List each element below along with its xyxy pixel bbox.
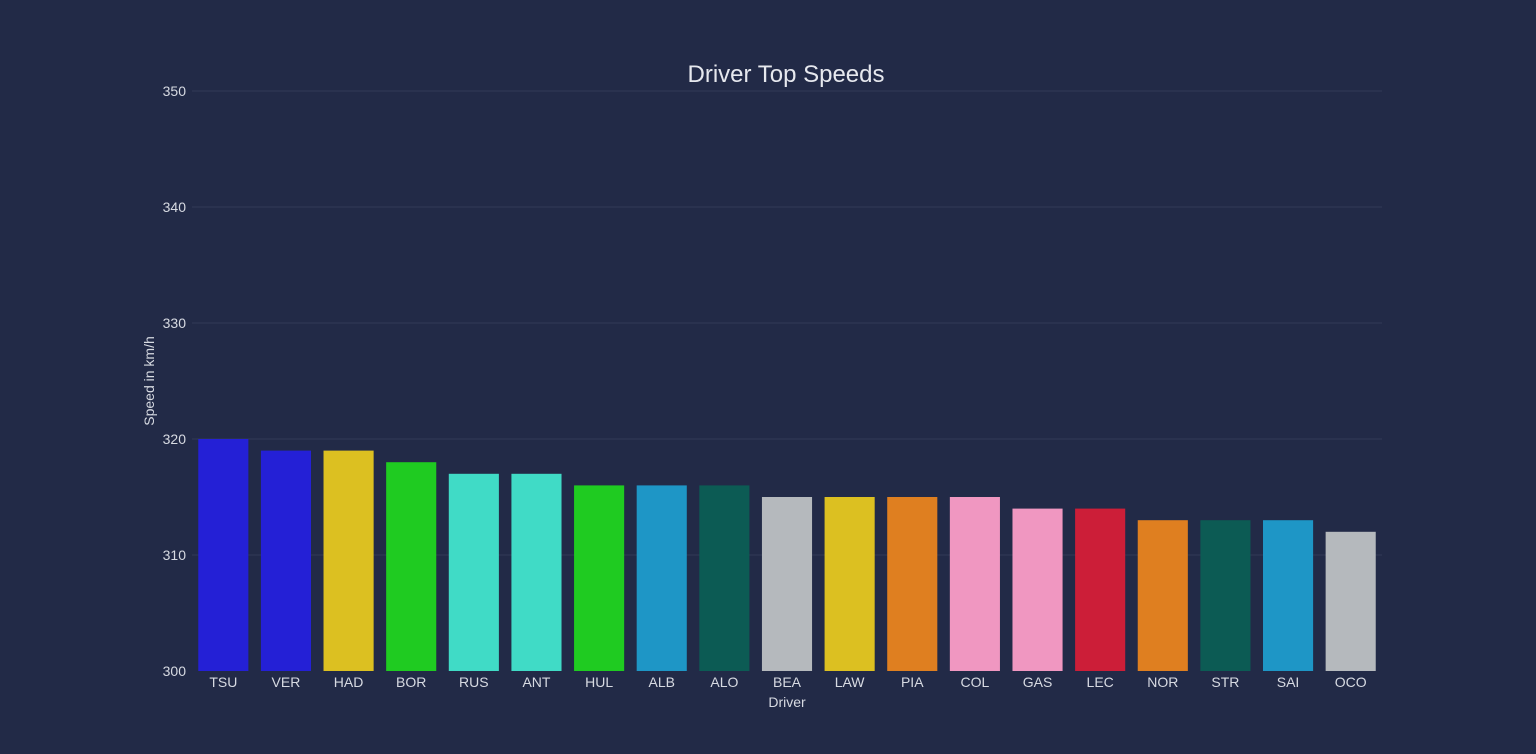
x-tick-label: COL (960, 674, 989, 690)
x-tick-label: ANT (522, 674, 550, 690)
bar-sai[interactable] (1263, 520, 1314, 671)
bar-had[interactable] (323, 450, 374, 671)
x-tick-label: STR (1211, 674, 1239, 690)
bar-alb[interactable] (636, 485, 687, 671)
x-tick-label: NOR (1147, 674, 1178, 690)
bars (198, 439, 1376, 671)
x-tick-label: BOR (396, 674, 426, 690)
x-tick-label: PIA (901, 674, 924, 690)
x-tick-label: TSU (209, 674, 237, 690)
bar-col[interactable] (949, 497, 1000, 671)
bar-hul[interactable] (574, 485, 625, 671)
x-tick-label: BEA (773, 674, 802, 690)
x-tick-label: ALO (710, 674, 738, 690)
x-axis-ticks: TSU VER HAD BOR RUS ANT HUL ALB ALO BEA LAW PIA COL G… (209, 674, 1366, 690)
x-tick-label: RUS (459, 674, 489, 690)
x-tick-label: SAI (1277, 674, 1300, 690)
x-tick-label: LAW (835, 674, 866, 690)
bar-lec[interactable] (1075, 508, 1126, 671)
y-tick-label: 340 (163, 199, 187, 215)
x-axis-title: Driver (768, 694, 806, 710)
bar-str[interactable] (1200, 520, 1251, 671)
bar-pia[interactable] (887, 497, 938, 671)
x-tick-label: HAD (334, 674, 364, 690)
y-tick-label: 310 (163, 547, 187, 563)
bar-law[interactable] (824, 497, 875, 671)
x-tick-label: HUL (585, 674, 613, 690)
y-tick-label: 320 (163, 431, 187, 447)
x-tick-label: VER (272, 674, 301, 690)
bar-bor[interactable] (386, 462, 437, 671)
x-tick-label: LEC (1087, 674, 1114, 690)
y-tick-label: 350 (163, 83, 187, 99)
bar-oco[interactable] (1325, 531, 1376, 671)
x-tick-label: ALB (649, 674, 675, 690)
bar-ant[interactable] (511, 473, 562, 671)
chart-title: Driver Top Speeds (688, 61, 885, 88)
bar-rus[interactable] (448, 473, 499, 671)
x-tick-label: GAS (1023, 674, 1053, 690)
bar-ver[interactable] (260, 450, 311, 671)
y-tick-label: 330 (163, 315, 187, 331)
bar-nor[interactable] (1137, 520, 1188, 671)
bar-tsu[interactable] (198, 439, 249, 671)
x-tick-label: OCO (1335, 674, 1367, 690)
bar-gas[interactable] (1012, 508, 1063, 671)
y-axis-ticks: 300 310 320 330 340 350 (163, 83, 187, 679)
y-tick-label: 300 (163, 663, 187, 679)
bar-alo[interactable] (699, 485, 750, 671)
y-axis-title: Speed in km/h (141, 336, 157, 426)
bar-bea[interactable] (761, 497, 813, 671)
